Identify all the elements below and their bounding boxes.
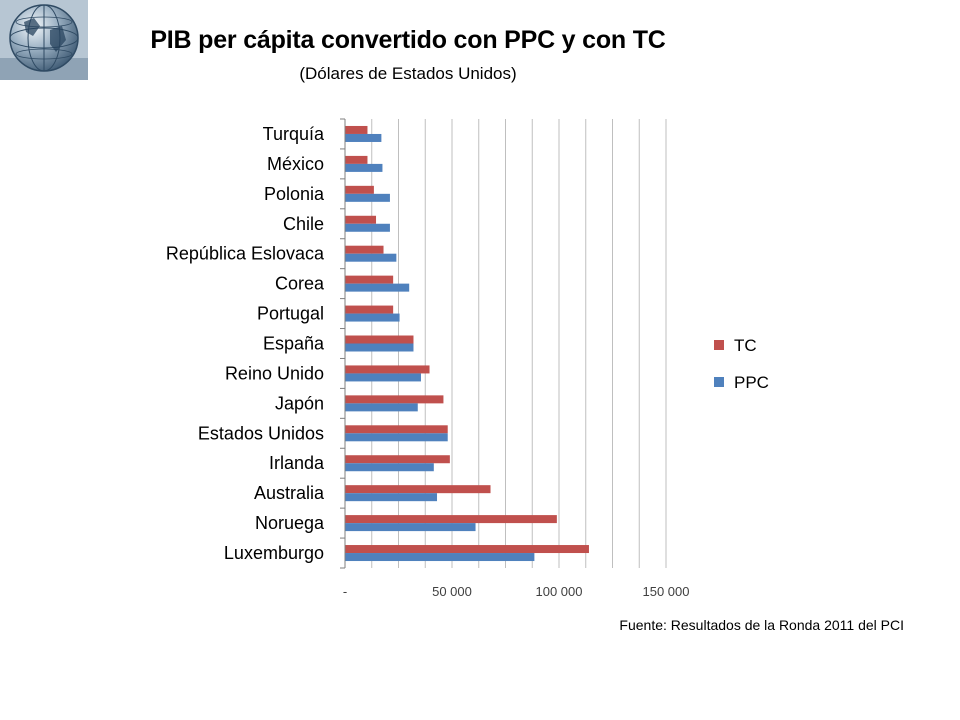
legend-label-tc: TC xyxy=(734,336,757,355)
bar-tc xyxy=(345,425,448,434)
globe-logo xyxy=(0,0,88,80)
category-label: Polonia xyxy=(264,184,325,204)
bar-ppc xyxy=(345,373,421,382)
category-label: República Eslovaca xyxy=(166,244,325,264)
category-label: Chile xyxy=(283,214,324,234)
bar-tc xyxy=(345,395,444,404)
category-label: Reino Unido xyxy=(225,363,324,383)
bar-tc xyxy=(345,185,374,194)
tick-labels: - 50 000 100 000 150 000 xyxy=(343,584,690,599)
bar-ppc xyxy=(345,463,434,472)
legend-label-ppc: PPC xyxy=(734,373,769,392)
category-label: Australia xyxy=(254,483,325,503)
x-tick-label: 150 000 xyxy=(643,584,690,599)
bar-ppc xyxy=(345,163,383,172)
bar-tc xyxy=(345,545,589,554)
category-label: España xyxy=(263,334,325,354)
bar-ppc xyxy=(345,553,535,562)
x-tick-label: - xyxy=(343,584,347,599)
bar-tc xyxy=(345,245,384,254)
bar-ppc xyxy=(345,133,382,142)
bar-tc xyxy=(345,455,450,464)
bar-tc xyxy=(345,485,491,494)
legend-swatch-tc xyxy=(714,340,724,350)
bar-tc xyxy=(345,515,557,524)
bar-tc xyxy=(345,275,394,284)
bar-tc xyxy=(345,215,377,224)
bar-tc xyxy=(345,155,368,164)
legend: TC PPC xyxy=(714,336,769,392)
legend-swatch-ppc xyxy=(714,377,724,387)
bar-tc xyxy=(345,335,414,344)
bars xyxy=(345,125,589,562)
bar-ppc xyxy=(345,253,397,262)
bar-ppc xyxy=(345,283,410,292)
source-note: Fuente: Resultados de la Ronda 2011 del … xyxy=(619,617,904,633)
category-label: México xyxy=(267,154,324,174)
x-tick-label: 50 000 xyxy=(432,584,472,599)
category-label: Corea xyxy=(275,274,325,294)
bar-ppc xyxy=(345,313,400,322)
bar-ppc xyxy=(345,223,390,232)
bar-tc xyxy=(345,125,368,134)
category-label: Noruega xyxy=(255,513,325,533)
chart-subtitle: (Dólares de Estados Unidos) xyxy=(299,64,517,83)
bar-ppc xyxy=(345,193,390,202)
bar-ppc xyxy=(345,433,448,442)
category-label: Portugal xyxy=(257,304,324,324)
category-label: Turquía xyxy=(263,124,325,144)
axes xyxy=(340,118,346,569)
bar-ppc xyxy=(345,493,438,502)
bar-ppc xyxy=(345,403,418,412)
category-labels: Luxemburgo Noruega Australia Irlanda Estados… xyxy=(166,124,325,563)
x-tick-label: 100 000 xyxy=(536,584,583,599)
category-label: Irlanda xyxy=(269,453,325,473)
bar-ppc xyxy=(345,523,476,532)
category-label: Japón xyxy=(275,393,324,413)
chart-title: PIB per cápita convertido con PPC y con … xyxy=(150,26,666,54)
bar-ppc xyxy=(345,343,414,352)
category-label: Estados Unidos xyxy=(198,423,324,443)
bar-tc xyxy=(345,305,394,314)
bar-tc xyxy=(345,365,430,374)
category-label: Luxemburgo xyxy=(224,543,324,563)
